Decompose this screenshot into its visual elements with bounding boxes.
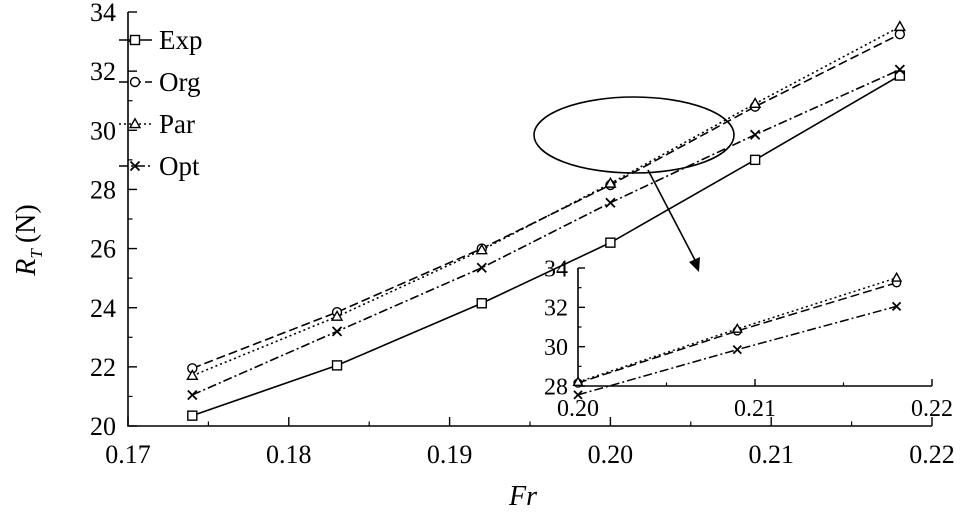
legend-item-org: Org — [119, 67, 201, 97]
series-line-par — [192, 26, 901, 377]
legend-item-opt: Opt — [119, 151, 200, 181]
y-axis-label-unit: (N) — [11, 204, 42, 243]
y-axis-label: RT (N) — [11, 204, 46, 276]
legend-item-par: Par — [119, 109, 195, 139]
legend-item-exp: Exp — [119, 25, 203, 55]
inset-y-tick-label: 28 — [544, 374, 568, 400]
x-tick-label: 0.21 — [748, 440, 794, 469]
inset-x-tick-label: 0.22 — [911, 396, 953, 422]
inset-data-point-opt — [891, 301, 902, 311]
data-point-par — [893, 20, 906, 32]
legend-label-exp: Exp — [159, 25, 203, 55]
legend-label-par: Par — [159, 109, 195, 139]
inset-x-tick-label: 0.20 — [557, 396, 599, 422]
inset-y-tick-label: 34 — [544, 256, 568, 282]
data-point-exp — [605, 237, 616, 248]
inset-x-tick-label: 0.21 — [734, 396, 776, 422]
data-point-exp — [187, 410, 198, 421]
data-point-opt — [894, 64, 905, 75]
y-tick-label: 20 — [90, 412, 116, 441]
y-tick-label: 26 — [90, 235, 116, 264]
x-tick-label: 0.22 — [909, 440, 955, 469]
inset-data-point-par — [572, 376, 584, 386]
data-point-opt — [331, 326, 343, 337]
data-point-par — [330, 309, 344, 321]
inset-y-tick-label: 30 — [544, 335, 568, 361]
inset-y-tick-label: 32 — [544, 296, 568, 322]
x-tick-label: 0.19 — [427, 440, 473, 469]
legend-marker-exp — [129, 34, 141, 46]
y-tick-label: 34 — [90, 0, 116, 27]
data-point-opt — [749, 129, 761, 140]
zoom-ellipse — [533, 96, 735, 174]
legend: Exp Org Par Opt — [119, 25, 203, 181]
inset-series-line-org — [577, 282, 897, 384]
zoom-arrow — [647, 169, 700, 272]
data-point-par — [186, 369, 199, 381]
data-point-exp — [476, 298, 487, 309]
inset-series-line-par — [577, 277, 897, 383]
data-point-opt — [605, 197, 616, 208]
inset-data-point-par — [731, 322, 743, 333]
series-line-opt — [191, 68, 901, 396]
x-tick-label: 0.18 — [266, 440, 312, 469]
data-point-exp — [894, 70, 906, 81]
y-tick-label: 32 — [90, 57, 116, 86]
legend-marker-par — [128, 117, 142, 129]
data-point-opt — [187, 389, 198, 401]
data-point-opt — [476, 262, 487, 273]
y-axis-label-subscript: T — [27, 248, 46, 259]
data-point-exp — [331, 360, 343, 371]
legend-label-opt: Opt — [159, 151, 200, 181]
y-tick-label: 30 — [90, 116, 116, 145]
inset-plot: 0.20 0.21 0.22 28 30 32 34 — [544, 256, 953, 422]
inset-data-point-opt — [732, 344, 742, 355]
legend-marker-opt — [129, 160, 141, 172]
y-tick-label: 28 — [90, 176, 116, 205]
inset-data-point-par — [891, 271, 903, 282]
legend-label-org: Org — [159, 67, 201, 97]
y-tick-label: 24 — [90, 294, 116, 323]
series-line-exp — [192, 74, 901, 417]
y-tick-label: 22 — [90, 353, 116, 382]
inset-data-point-opt — [573, 390, 583, 400]
y-axis-label-symbol: R — [11, 259, 42, 277]
x-tick-label: 0.20 — [588, 440, 634, 469]
data-point-par — [475, 243, 488, 255]
main-plot: 0.17 0.18 0.19 0.20 0.21 0.22 20 22 24 26 28 30 32 34 — [90, 0, 955, 469]
x-tick-label: 0.17 — [105, 440, 151, 469]
data-point-exp — [749, 154, 761, 166]
data-point-par — [604, 176, 617, 188]
series-line-org — [192, 33, 901, 370]
data-point-par — [748, 97, 762, 108]
x-axis-label: Fr — [508, 481, 537, 512]
legend-marker-org — [129, 76, 141, 88]
